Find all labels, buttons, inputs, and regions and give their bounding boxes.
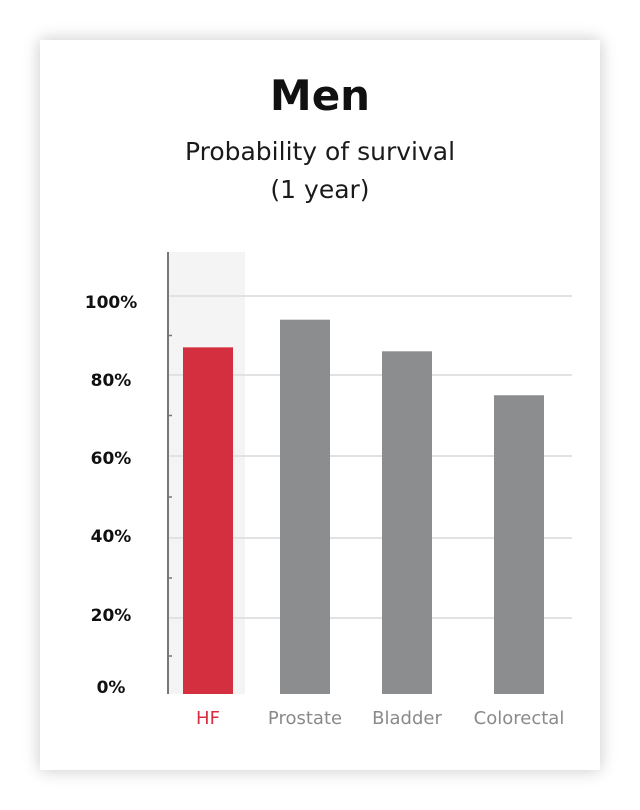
bar-hf (183, 347, 233, 694)
x-tick-label: Bladder (372, 708, 442, 729)
bar-colorectal (494, 395, 544, 694)
chart-subtitle-line-1: Probability of survival (184, 137, 456, 166)
y-tick-label: 60% (91, 449, 132, 469)
y-tick-label: 40% (91, 527, 132, 547)
y-tick-label: 80% (91, 371, 132, 391)
x-tick-label: HF (196, 708, 220, 729)
x-tick-label: Colorectal (474, 708, 565, 729)
y-tick-label: 20% (91, 606, 132, 626)
bar-prostate (280, 319, 330, 694)
chart-subtitle-line-2: (1 year) (270, 175, 370, 204)
y-tick-label: 100% (85, 293, 138, 313)
x-tick-label: Prostate (268, 708, 342, 729)
chart-title: Men (269, 71, 371, 120)
bar-bladder (382, 351, 432, 694)
y-tick-label: 0% (97, 678, 126, 698)
